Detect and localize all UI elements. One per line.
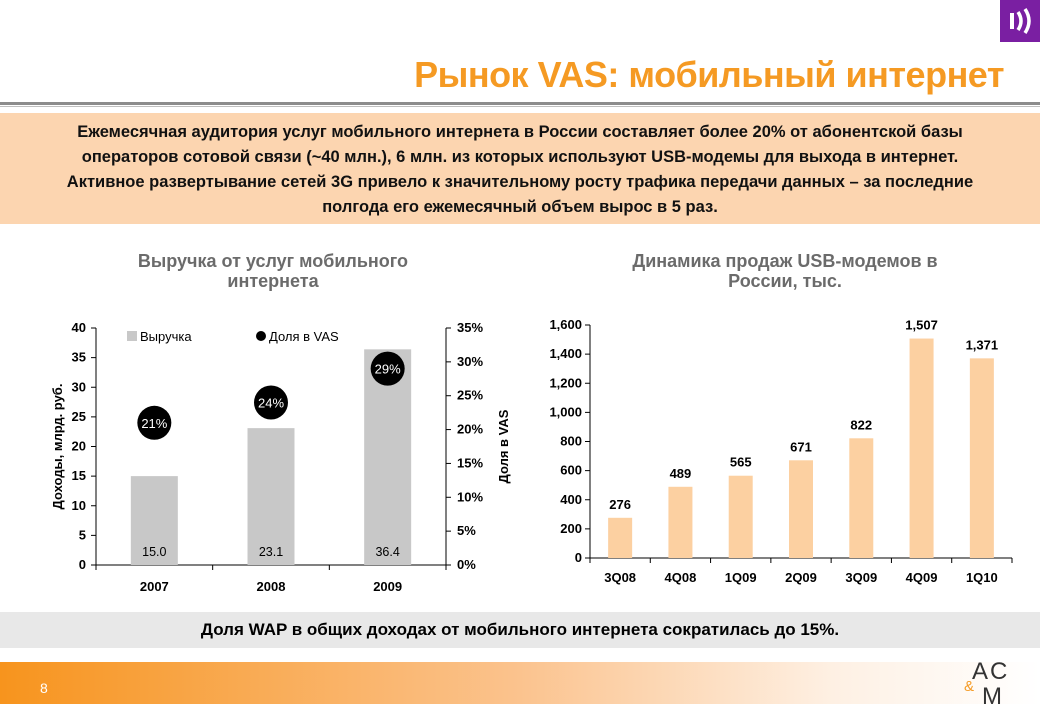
x-category-label: 1Q10	[966, 570, 998, 585]
y-tick-label: 1,400	[549, 346, 582, 361]
y2-tick-label: 0%	[457, 557, 476, 572]
usb-sales-bar-label: 671	[790, 439, 812, 454]
x-category-label: 2008	[257, 579, 286, 594]
usb-chart-title-line: Динамика продаж USB-модемов в	[632, 251, 938, 271]
usb-sales-bar-label: 565	[730, 455, 752, 470]
revenue-chart-title-line: интернета	[227, 271, 319, 291]
page-title: Рынок VAS: мобильный интернет	[414, 54, 1004, 95]
usb-sales-bar	[969, 358, 994, 558]
sound-waves-icon	[1000, 0, 1040, 42]
summary-line: Активное развертывание сетей 3G привело …	[66, 173, 974, 191]
y-tick-label: 0	[575, 550, 582, 565]
y-tick-label: 15	[72, 468, 86, 483]
revenue-chart: 0 5 10 15 20 25 30 35 40 0% 5% 10% 15% 20% 25% 30% 35% 15…	[50, 320, 511, 594]
y-axis-title: Доходы, млрд. руб.	[50, 384, 65, 510]
usb-sales-bar-label: 1,371	[966, 337, 999, 352]
x-category-label: 2007	[140, 579, 169, 594]
y2-axis-title: Доля в VAS	[496, 409, 511, 483]
usb-sales-bar	[909, 338, 934, 558]
revenue-chart-title: Выручка от услуг мобильного интернета	[88, 251, 458, 291]
y-tick-label: 200	[560, 521, 582, 536]
company-logo: A C & M	[964, 658, 1007, 707]
x-category-label: 2009	[373, 579, 402, 594]
y-tick-label: 1,600	[549, 317, 582, 332]
y2-tick-label: 15%	[457, 455, 483, 470]
share-dot-label: 24%	[258, 395, 284, 410]
usb-sales-bar	[668, 486, 693, 558]
page-number: 8	[40, 680, 48, 696]
x-category-label: 2Q09	[785, 570, 817, 585]
usb-sales-bar	[608, 517, 633, 558]
logo-letter: M	[982, 683, 1002, 707]
share-dot-label: 21%	[141, 416, 167, 431]
y-tick-label: 40	[72, 320, 86, 335]
usb-sales-bar	[728, 475, 753, 558]
y2-tick-label: 5%	[457, 523, 476, 538]
x-category-label: 4Q08	[665, 570, 697, 585]
usb-sales-bar	[849, 438, 874, 558]
y-tick-label: 10	[72, 498, 86, 513]
revenue-chart-title-line: Выручка от услуг мобильного	[137, 251, 409, 271]
y-tick-label: 600	[560, 463, 582, 478]
legend-swatch-share	[256, 331, 266, 341]
share-dot	[370, 351, 405, 386]
usb-sales-bar-label: 822	[850, 417, 872, 432]
bottom-strip	[0, 662, 1040, 704]
legend-swatch-revenue	[127, 331, 137, 341]
footer-note: Доля WAP в общих доходах от мобильного и…	[0, 612, 1040, 648]
revenue-bar	[247, 428, 295, 565]
legend-label-revenue: Выручка	[140, 329, 192, 344]
summary-box: Ежемесячная аудитория услуг мобильного и…	[0, 113, 1040, 224]
x-category-label: 1Q09	[725, 570, 757, 585]
summary-line: Ежемесячная аудитория услуг мобильного и…	[77, 123, 963, 141]
y-tick-label: 5	[79, 527, 86, 542]
title-divider	[0, 102, 1040, 105]
summary-line: полгода его ежемесячный объем вырос в 5 …	[322, 198, 718, 216]
y-tick-label: 800	[560, 434, 582, 449]
revenue-bar-label: 15.0	[142, 545, 166, 559]
usb-modem-sales-chart: 0 200 400 600 800 1,000 1,200 1,400 1,600 276 3Q08…	[549, 317, 1013, 585]
legend-label-share: Доля в VAS	[269, 329, 339, 344]
share-dot-label: 29%	[375, 362, 401, 377]
revenue-bar	[130, 476, 178, 565]
share-dot	[254, 385, 288, 420]
y-tick-label: 30	[72, 379, 86, 394]
y-tick-label: 35	[72, 350, 86, 365]
y2-tick-label: 20%	[457, 422, 483, 437]
y2-tick-label: 10%	[457, 489, 483, 504]
logo-letter: A	[972, 658, 988, 685]
title-divider-thin	[0, 106, 1040, 107]
y2-tick-label: 30%	[457, 354, 483, 369]
x-category-label: 3Q08	[604, 570, 636, 585]
y2-tick-label: 25%	[457, 388, 483, 403]
legend: Выручка Доля в VAS	[127, 329, 339, 344]
y-tick-label: 1,000	[549, 404, 582, 419]
x-category-label: 4Q09	[906, 570, 938, 585]
revenue-bar-label: 23.1	[259, 545, 283, 559]
logo-letter: C	[990, 658, 1007, 685]
usb-chart-title: Динамика продаж USB-модемов в России, ты…	[580, 251, 990, 291]
revenue-bar-label: 36.4	[375, 545, 399, 559]
summary-line: операторов сотовой связи (~40 млн.), 6 м…	[81, 148, 959, 166]
y-tick-label: 20	[72, 439, 86, 454]
x-category-label: 3Q09	[845, 570, 877, 585]
y2-tick-label: 35%	[457, 320, 483, 335]
usb-sales-bar	[789, 460, 813, 558]
y-tick-label: 25	[72, 409, 86, 424]
usb-sales-bar-label: 276	[609, 497, 631, 512]
usb-chart-title-line: России, тыс.	[728, 271, 842, 291]
logo-letter: &	[964, 678, 974, 695]
usb-sales-bar-label: 1,507	[905, 318, 938, 333]
y-tick-label: 400	[560, 492, 582, 507]
usb-sales-bar-label: 489	[670, 466, 692, 481]
y-tick-label: 1,200	[549, 375, 582, 390]
share-dot	[137, 405, 172, 440]
y-tick-label: 0	[79, 557, 86, 572]
